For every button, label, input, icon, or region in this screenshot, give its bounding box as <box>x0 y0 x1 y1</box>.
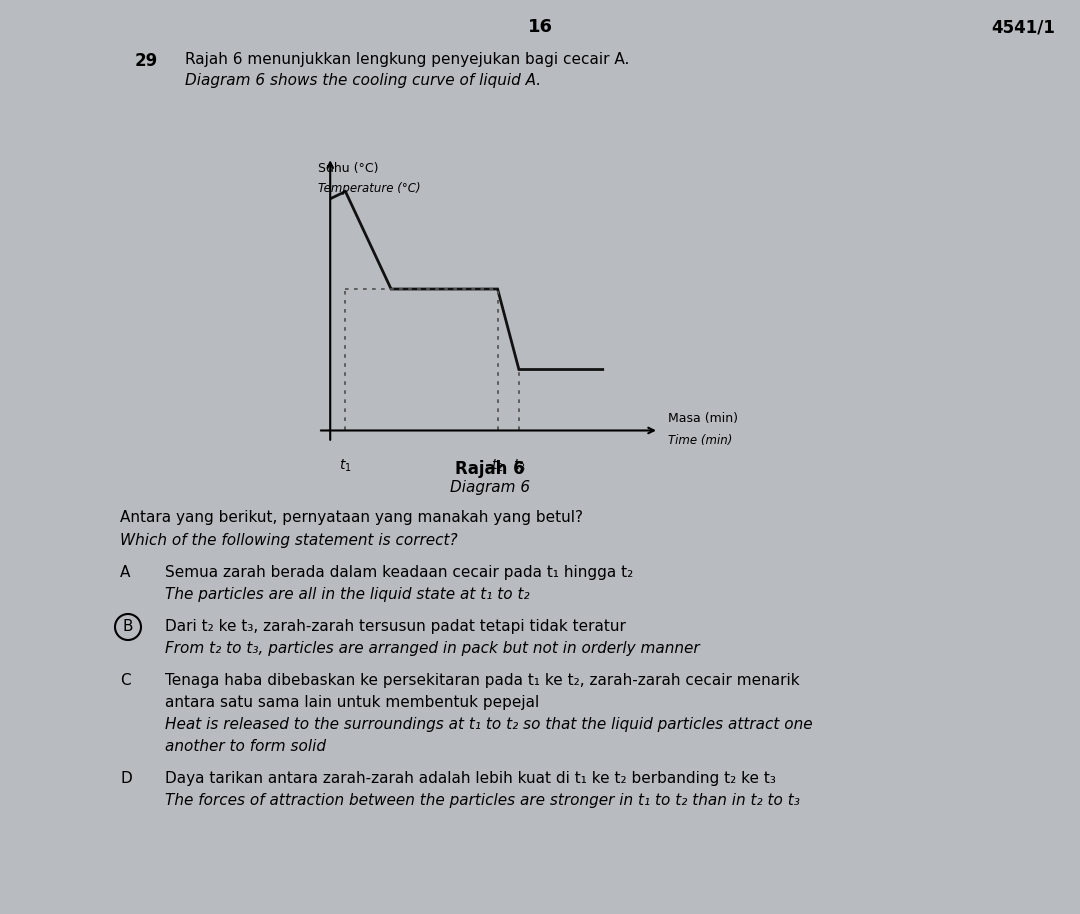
Text: Suhu (°C): Suhu (°C) <box>318 162 379 175</box>
Text: B: B <box>123 619 133 634</box>
Text: A: A <box>120 565 131 580</box>
Text: Heat is released to the surroundings at t₁ to t₂ so that the liquid particles at: Heat is released to the surroundings at … <box>165 717 812 732</box>
Text: D: D <box>120 771 132 786</box>
Text: The forces of attraction between the particles are stronger in t₁ to t₂ than in : The forces of attraction between the par… <box>165 793 800 808</box>
Text: Rajah 6: Rajah 6 <box>455 460 525 478</box>
Text: Which of the following statement is correct?: Which of the following statement is corr… <box>120 533 458 548</box>
Text: The particles are all in the liquid state at t₁ to t₂: The particles are all in the liquid stat… <box>165 587 529 602</box>
Text: Diagram 6 shows the cooling curve of liquid A.: Diagram 6 shows the cooling curve of liq… <box>185 73 541 88</box>
Text: Semua zarah berada dalam keadaan cecair pada t₁ hingga t₂: Semua zarah berada dalam keadaan cecair … <box>165 565 633 580</box>
Text: 29: 29 <box>135 52 159 70</box>
Text: $t_3$: $t_3$ <box>513 457 525 473</box>
Text: C: C <box>120 673 131 688</box>
Text: Masa (min): Masa (min) <box>669 412 738 425</box>
Text: Dari t₂ ke t₃, zarah-zarah tersusun padat tetapi tidak teratur: Dari t₂ ke t₃, zarah-zarah tersusun pada… <box>165 619 626 634</box>
Text: antara satu sama lain untuk membentuk pepejal: antara satu sama lain untuk membentuk pe… <box>165 695 539 710</box>
Text: $t_1$: $t_1$ <box>339 457 352 473</box>
Text: Daya tarikan antara zarah-zarah adalah lebih kuat di t₁ ke t₂ berbanding t₂ ke t: Daya tarikan antara zarah-zarah adalah l… <box>165 771 775 786</box>
Text: From t₂ to t₃, particles are arranged in pack but not in orderly manner: From t₂ to t₃, particles are arranged in… <box>165 641 700 656</box>
Text: Tenaga haba dibebaskan ke persekitaran pada t₁ ke t₂, zarah-zarah cecair menarik: Tenaga haba dibebaskan ke persekitaran p… <box>165 673 799 688</box>
Text: $t_2$: $t_2$ <box>491 457 504 473</box>
Text: Rajah 6 menunjukkan lengkung penyejukan bagi cecair A.: Rajah 6 menunjukkan lengkung penyejukan … <box>185 52 630 67</box>
Text: 4541/1: 4541/1 <box>991 18 1055 36</box>
Text: another to form solid: another to form solid <box>165 739 326 754</box>
Text: Diagram 6: Diagram 6 <box>450 480 530 495</box>
Text: Time (min): Time (min) <box>669 434 732 447</box>
Text: 16: 16 <box>527 18 553 36</box>
Text: Antara yang berikut, pernyataan yang manakah yang betul?: Antara yang berikut, pernyataan yang man… <box>120 510 583 525</box>
Text: Temperature (°C): Temperature (°C) <box>318 182 421 195</box>
